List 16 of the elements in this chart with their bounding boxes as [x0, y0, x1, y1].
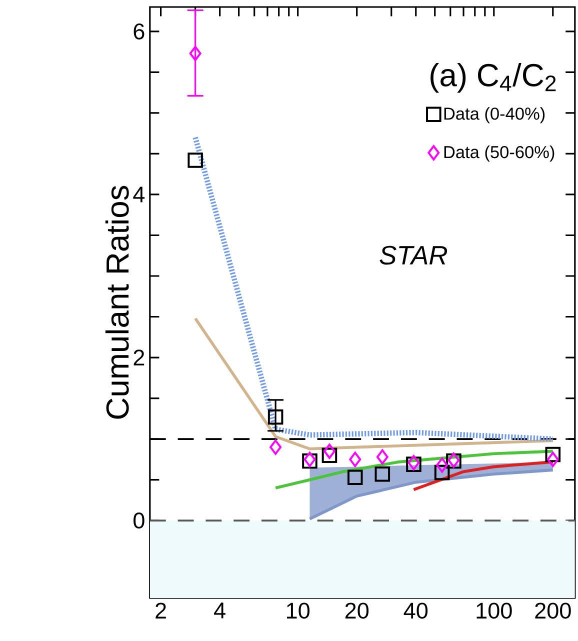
x-tick-label: 20 — [345, 602, 369, 619]
legend-label: Data (50-60%) — [444, 146, 554, 162]
annotation: STAR — [380, 246, 448, 265]
legend-label: Data (0-40%) — [444, 107, 545, 124]
y-tick-label: 4 — [133, 186, 145, 202]
x-tick-label: 40 — [404, 602, 428, 619]
x-tick-label: 4 — [214, 602, 226, 618]
x-tick-label: 10 — [287, 602, 310, 619]
y-tick-label: 2 — [134, 350, 144, 366]
annotation: (a) C$_{4}$/C$_{2}$ — [430, 63, 556, 93]
x-tick-label: 100 — [476, 602, 512, 619]
y-axis-title: Cumulant Ratios — [105, 186, 129, 419]
y-tick-label: 0 — [134, 512, 144, 529]
x-tick-label: 200 — [535, 602, 571, 619]
y-tick-label: 6 — [134, 23, 144, 40]
x-tick-label: 2 — [156, 602, 166, 618]
